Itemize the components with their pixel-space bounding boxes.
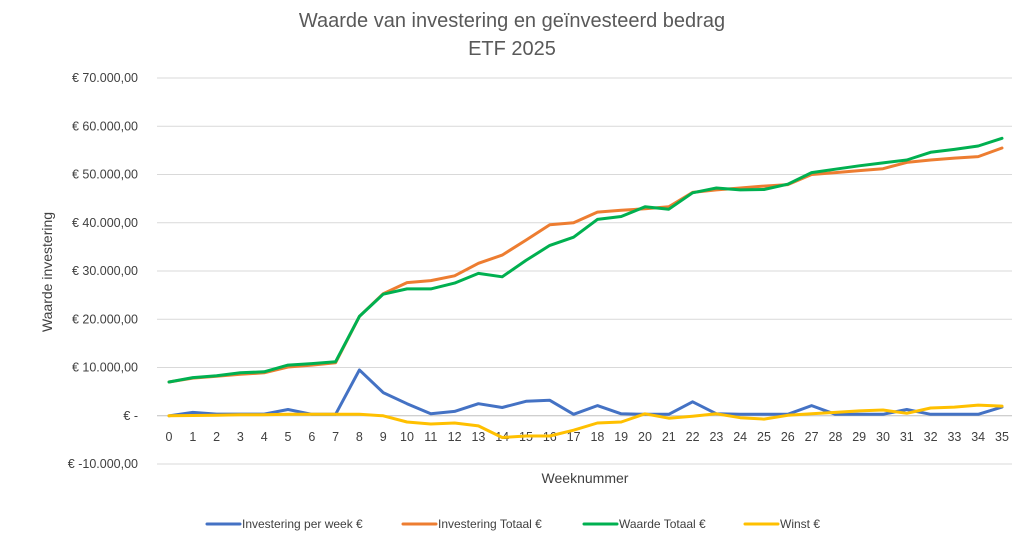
x-tick-label: 2 [213, 430, 220, 444]
y-tick-label: € - [123, 409, 138, 423]
y-tick-label: € 60.000,00 [72, 119, 138, 133]
x-tick-label: 29 [852, 430, 866, 444]
chart-title: Waarde van investering en geïnvesteerd b… [299, 10, 725, 32]
y-tick-label: € 30.000,00 [72, 264, 138, 278]
chart-subtitle: ETF 2025 [468, 38, 556, 60]
x-tick-label: 0 [166, 430, 173, 444]
x-tick-label: 13 [471, 430, 485, 444]
x-axis-ticks: 0 1 2 3 4 5 6 7 8 9 10 11 12 13 14 15 16 17 18 19 20 21 22 23 24… [166, 430, 1009, 444]
x-tick-label: 8 [356, 430, 363, 444]
legend-label: Winst € [780, 517, 820, 531]
legend-label: Investering Totaal € [438, 517, 542, 531]
x-tick-label: 21 [662, 430, 676, 444]
legend-item: Waarde Totaal € [582, 517, 706, 531]
y-tick-label: € 40.000,00 [72, 216, 138, 230]
x-tick-label: 22 [686, 430, 700, 444]
x-tick-label: 25 [757, 430, 771, 444]
legend-label: Investering per week € [242, 517, 363, 531]
x-tick-label: 6 [308, 430, 315, 444]
series-lines [167, 136, 1004, 439]
x-tick-label: 20 [638, 430, 652, 444]
series-line-3 [167, 136, 1004, 384]
x-tick-label: 17 [567, 430, 581, 444]
x-tick-label: 10 [400, 430, 414, 444]
x-tick-label: 35 [995, 430, 1009, 444]
y-tick-label: € 50.000,00 [72, 168, 138, 182]
x-tick-label: 30 [876, 430, 890, 444]
x-tick-label: 19 [614, 430, 628, 444]
x-tick-label: 33 [947, 430, 961, 444]
y-tick-label: € 70.000,00 [72, 71, 138, 85]
x-tick-label: 4 [261, 430, 268, 444]
legend-item: Investering per week € [205, 517, 363, 531]
x-tick-label: 7 [332, 430, 339, 444]
y-tick-label: € 20.000,00 [72, 312, 138, 326]
legend-label: Waarde Totaal € [619, 517, 706, 531]
x-tick-label: 3 [237, 430, 244, 444]
series-line-4 [167, 403, 1004, 439]
x-tick-label: 31 [900, 430, 914, 444]
y-tick-label: € -10.000,00 [68, 457, 138, 471]
x-tick-label: 12 [448, 430, 462, 444]
x-axis-label: Weeknummer [542, 470, 629, 486]
y-axis-ticks: € -10.000,00 € - € 10.000,00 € 20.000,00 € 3… [68, 71, 138, 471]
x-tick-label: 5 [285, 430, 292, 444]
y-axis-label: Waarde investering [39, 212, 55, 332]
x-tick-label: 27 [805, 430, 819, 444]
x-tick-label: 34 [971, 430, 985, 444]
x-tick-label: 18 [590, 430, 604, 444]
legend-item: Winst € [743, 517, 820, 531]
x-tick-label: 32 [924, 430, 938, 444]
x-tick-label: 9 [380, 430, 387, 444]
x-tick-label: 23 [709, 430, 723, 444]
x-tick-label: 11 [424, 430, 437, 444]
y-tick-label: € 10.000,00 [72, 361, 138, 375]
legend: Investering per week € Investering Totaal… [205, 517, 820, 531]
series-line-2 [167, 146, 1004, 384]
legend-item: Investering Totaal € [401, 517, 542, 531]
x-tick-label: 24 [733, 430, 747, 444]
gridlines [157, 77, 1012, 465]
x-tick-label: 1 [189, 430, 196, 444]
x-tick-label: 28 [828, 430, 842, 444]
x-tick-label: 26 [781, 430, 795, 444]
